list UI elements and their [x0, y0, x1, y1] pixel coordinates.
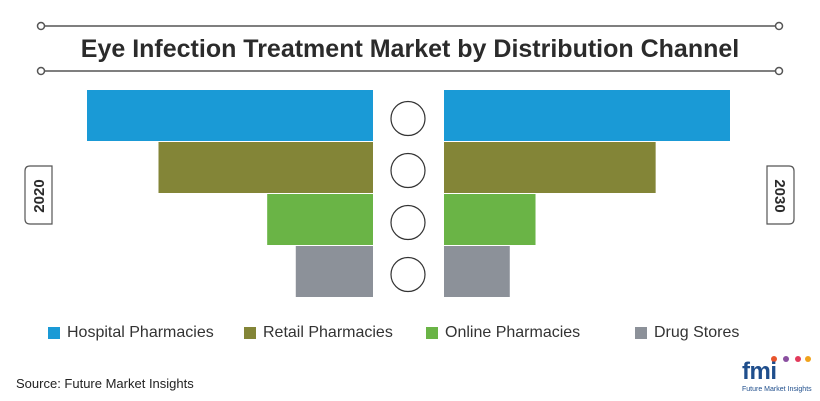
legend-label-hospital-pharmacies: Hospital Pharmacies: [67, 324, 214, 341]
bar-2030-hospital-pharmacies: [444, 90, 730, 141]
source-text: Source: Future Market Insights: [16, 376, 194, 391]
year-2030-badge: 2030: [766, 165, 795, 225]
legend-swatch-online-pharmacies: [426, 327, 438, 339]
bar-2020-hospital-pharmacies: [87, 90, 373, 141]
legend-swatch-hospital-pharmacies: [48, 327, 60, 339]
fmi-logo: fmi Future Market Insights: [742, 354, 814, 398]
bar-2020-online-pharmacies: [267, 194, 373, 245]
legend: Hospital Pharmacies Retail Pharmacies Onli…: [0, 318, 820, 348]
bar-2020-retail-pharmacies: [158, 142, 373, 193]
legend-swatch-retail-pharmacies: [244, 327, 256, 339]
title-frame: [36, 21, 784, 76]
year-2020-label: 2020: [31, 179, 48, 212]
legend-item-hospital-pharmacies: Hospital Pharmacies: [48, 318, 214, 348]
center-circles: [390, 100, 426, 293]
legend-label-drug-stores: Drug Stores: [654, 324, 740, 341]
logo-people-icon: [771, 356, 811, 362]
legend-label-online-pharmacies: Online Pharmacies: [445, 324, 581, 341]
bars-2030: [444, 90, 730, 297]
bars-2020: [87, 90, 373, 297]
logo-mark: fmi: [742, 358, 777, 385]
year-2020-badge: 2020: [24, 165, 53, 225]
legend-item-online-pharmacies: Online Pharmacies: [426, 318, 580, 348]
bar-2020-drug-stores: [295, 246, 373, 297]
center-circle-drug-stores: [390, 256, 426, 293]
year-2030-label: 2030: [771, 179, 788, 212]
bar-2030-retail-pharmacies: [444, 142, 656, 193]
center-circle-hospital-pharmacies: [390, 100, 426, 137]
center-circle-retail-pharmacies: [390, 152, 426, 189]
center-circle-online-pharmacies: [390, 204, 426, 241]
legend-label-retail-pharmacies: Retail Pharmacies: [263, 324, 393, 341]
legend-item-retail-pharmacies: Retail Pharmacies: [244, 318, 393, 348]
logo-subtitle: Future Market Insights: [742, 386, 812, 393]
source-note: Source: Future Market Insights: [16, 376, 194, 391]
legend-item-drug-stores: Drug Stores: [635, 318, 739, 348]
bar-2030-online-pharmacies: [444, 194, 536, 245]
bar-2030-drug-stores: [444, 246, 510, 297]
legend-swatch-drug-stores: [635, 327, 647, 339]
chart-title: Eye Infection Treatment Market by Distri…: [81, 35, 739, 63]
